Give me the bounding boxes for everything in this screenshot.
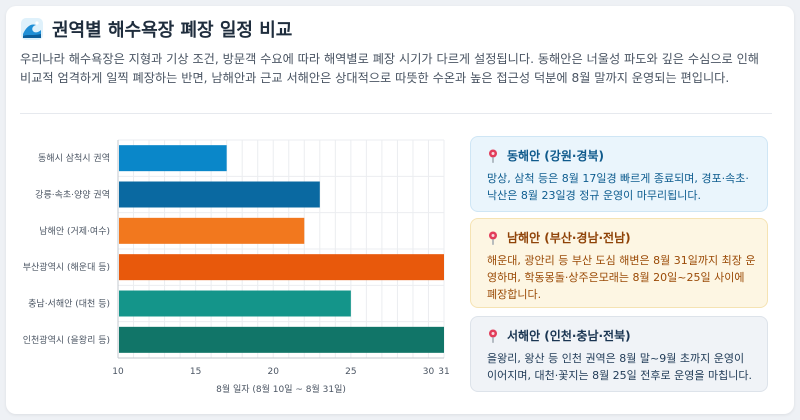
note-header-west: 서해안 (인천·충남·전북) [487, 327, 757, 344]
header: 권역별 해수욕장 폐장 일정 비교 [20, 16, 292, 42]
note-body-east: 망상, 삼척 등은 8월 17일경 빠르게 종료되며, 경포·속초·낙산은 8월… [487, 172, 749, 202]
bar [119, 326, 444, 353]
note-header-south: 남해안 (부산·경남·전남) [487, 229, 757, 246]
x-tick-label: 10 [112, 367, 124, 377]
bar [119, 181, 320, 208]
category-label: 동해시 삼척시 권역 [38, 152, 110, 164]
pin-icon [489, 329, 497, 343]
note-body-south: 해운대, 광안리 등 부산 도심 해변은 8월 31일까지 최장 운영하며, 학… [487, 254, 756, 301]
bar [119, 254, 444, 281]
pin-icon [489, 231, 497, 245]
note-title-west: 서해안 (인천·충남·전북) [507, 329, 631, 343]
note-header-east: 동해안 (강원·경북) [487, 147, 757, 164]
note-body-west: 을왕리, 왕산 등 인천 권역은 8월 말~9월 초까지 운영이 이어지며, 대… [487, 352, 752, 382]
note-title-south: 남해안 (부산·경남·전남) [507, 231, 631, 245]
header-divider [20, 113, 772, 114]
x-tick-label: 30 [423, 367, 435, 377]
category-label: 부산광역시 (해운대 등) [23, 261, 110, 273]
note-card-east: 동해안 (강원·경북) 망상, 삼척 등은 8월 17일경 빠르게 종료되며, … [470, 136, 768, 212]
bar [119, 145, 227, 172]
x-axis-label: 8월 일자 (8월 10일 ~ 8월 31일) [216, 383, 346, 395]
note-card-west: 서해안 (인천·충남·전북) 을왕리, 왕산 등 인천 권역은 8월 말~9월 … [470, 316, 768, 392]
category-label: 인천광역시 (을왕리 등) [23, 334, 110, 346]
pin-icon [489, 149, 497, 163]
x-tick-label: 15 [190, 367, 201, 377]
note-card-south: 남해안 (부산·경남·전남) 해운대, 광안리 등 부산 도심 해변은 8월 3… [470, 218, 768, 308]
category-label: 남해안 (거제·여수) [39, 225, 110, 237]
x-tick-label: 25 [345, 367, 356, 377]
category-label: 충남·서해안 (대천 등) [28, 299, 110, 310]
page-description: 우리나라 해수욕장은 지형과 기상 조건, 방문객 수요에 따라 해역별로 폐장… [20, 52, 760, 85]
wave-icon [21, 18, 43, 40]
x-tick-label: 20 [268, 367, 280, 377]
note-title-east: 동해안 (강원·경북) [507, 149, 604, 163]
bar [119, 217, 305, 244]
category-label: 강릉·속초·양양 권역 [35, 189, 110, 201]
bar [119, 290, 351, 317]
page-title: 권역별 해수욕장 폐장 일정 비교 [52, 20, 293, 41]
x-tick-label: 31 [438, 367, 449, 377]
